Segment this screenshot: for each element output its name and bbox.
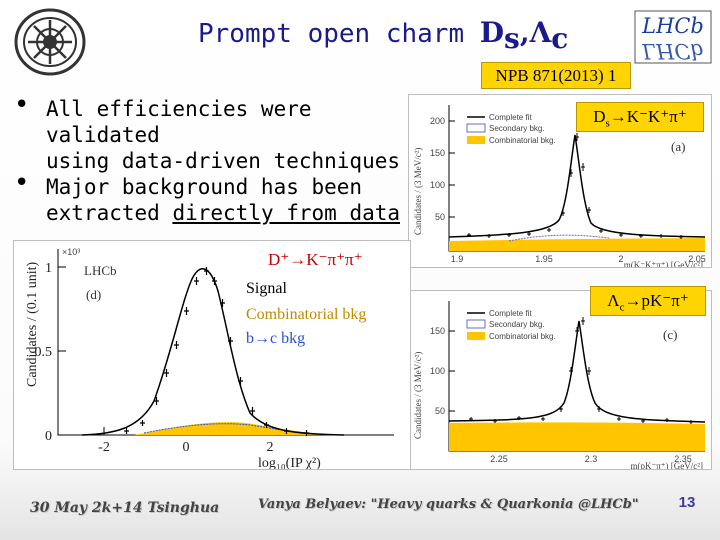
page-title: Prompt open charm Ds,Λc — [198, 16, 568, 60]
x-axis-label: log₁₀(IP χ²) — [258, 456, 321, 470]
legend-complete-fit: Complete fit — [489, 113, 532, 122]
y-tick-label: 150 — [430, 326, 445, 336]
bullet-item: • Major background has been extracted di… — [6, 170, 406, 226]
lhcb-logo-icon: LHCb LHCb — [634, 10, 712, 64]
page-number: 13 — [678, 494, 696, 511]
data-points — [124, 267, 309, 436]
bullet-line-prefix: extracted — [46, 201, 173, 225]
combinatorial-bkg-area — [449, 238, 705, 251]
y-tick-label: 1 — [45, 261, 52, 276]
decay-rest: →K⁻K⁺π⁺ — [609, 107, 687, 126]
plot-legend: Complete fit Secondary bkg. Combinatoria… — [466, 113, 556, 145]
y-exponent: ×10³ — [62, 247, 80, 257]
legend-secondary: Secondary bkg. — [489, 320, 545, 329]
secondary-bkg-curve — [508, 234, 610, 242]
y-tick-label: 50 — [435, 406, 445, 416]
bullet-line: Major background has been — [46, 175, 363, 199]
legend-b-to-c: b→c bkg — [246, 330, 306, 347]
legend-complete-fit: Complete fit — [489, 309, 532, 318]
x-axis-label: m(K⁻K⁺π⁺) [GeV/c²] — [624, 260, 703, 268]
y-tick-label: 0.5 — [35, 345, 53, 360]
x-tick-label: 2.35 — [674, 454, 692, 464]
institute-seal-icon — [12, 6, 88, 78]
ip-chi2-plot: 1 0.5 0 -2 0 2 ×10³ Candidates / (0.1 un… — [13, 240, 411, 470]
legend-secondary: Secondary bkg. — [489, 124, 545, 133]
plot-legend: Complete fit Secondary bkg. Combinatoria… — [466, 309, 556, 341]
lhcb-logo-mirror: LHCb — [641, 39, 704, 63]
title-lc: Λ — [529, 16, 552, 49]
y-ticks: 150 100 50 — [430, 326, 455, 416]
y-tick-label: 0 — [45, 429, 52, 444]
y-ticks: 1 0.5 0 — [35, 261, 66, 444]
y-axis-label: Candidates / (0.1 unit) — [25, 261, 40, 387]
y-tick-label: 50 — [435, 212, 445, 222]
complete-fit-curve — [448, 320, 706, 423]
decay-badge-ds: Ds→K⁻K⁺π⁺ — [576, 102, 704, 132]
bullet-list: • All efficiencies were validated using … — [6, 92, 406, 238]
y-axis-label: Candidates / (3 MeV/c²) — [413, 148, 423, 235]
decay-label-dplus: D⁺→K⁻π⁺π⁺ — [268, 250, 363, 269]
y-tick-label: 100 — [430, 366, 445, 376]
decay-sub: c — [619, 301, 625, 314]
bullet-line: using data-driven techniques — [46, 149, 401, 173]
x-tick-label: 2 — [267, 440, 274, 455]
y-ticks: 200 150 100 50 — [430, 116, 455, 222]
x-tick-label: 1.95 — [535, 254, 553, 264]
panel-tag: (c) — [663, 327, 677, 342]
y-tick-label: 200 — [430, 116, 445, 126]
bullet-line-underlined: directly from data — [172, 201, 401, 225]
x-tick-label: 2.25 — [490, 454, 508, 464]
legend-signal: Signal — [246, 280, 287, 297]
y-tick-label: 100 — [430, 180, 445, 190]
reference-badge: NPB 871(2013) 1 — [481, 62, 631, 89]
title-lc-sub: c — [551, 22, 569, 56]
legend-combinatorial: Combinatorial bkg. — [489, 136, 556, 145]
decay-rest: →pK⁻π⁺ — [624, 291, 689, 310]
data-points — [469, 317, 693, 424]
x-tick-label: 2 — [618, 254, 623, 264]
combinatorial-bkg-area — [449, 422, 705, 451]
footer-date: 30 May 2k+14 Tsinghua — [30, 500, 220, 516]
panel-tag: (a) — [671, 139, 685, 154]
bullet-line: extracted directly from data — [46, 200, 406, 226]
data-points — [467, 133, 683, 239]
y-axis-label: Candidates / (3 MeV/c²) — [413, 352, 423, 439]
title-sep: , — [519, 16, 530, 49]
bullet-dot-icon: • — [14, 90, 30, 120]
d-plot-legend: D⁺→K⁻π⁺π⁺ Signal Combinatorial bkg b→c b… — [246, 250, 408, 366]
panel-tag: (d) — [86, 287, 101, 302]
legend-combinatorial: Combinatorial bkg — [246, 306, 367, 323]
title-ds: D — [479, 16, 505, 49]
decay-sub: s — [605, 117, 610, 130]
bullet-line: All efficiencies were validated — [46, 97, 312, 147]
experiment-label: LHCb — [84, 263, 117, 278]
x-tick-label: 1.9 — [451, 254, 464, 264]
x-axis-label: m(pK⁻π⁺) [GeV/c²] — [631, 461, 703, 470]
y-tick-label: 150 — [430, 148, 445, 158]
complete-fit-curve — [448, 134, 706, 238]
decay-badge-lc: Λc→pK⁻π⁺ — [590, 286, 706, 316]
x-tick-label: 0 — [183, 440, 190, 455]
bullet-dot-icon: • — [14, 168, 30, 198]
decay-main: D — [593, 107, 606, 126]
footer-talk-title: Vanya Belyaev: "Heavy quarks & Quarkonia… — [258, 497, 639, 512]
lhcb-logo-text: LHCb — [641, 14, 704, 38]
title-ds-sub: s — [504, 22, 520, 56]
x-tick-label: 2.3 — [585, 454, 598, 464]
title-prefix: Prompt open charm — [198, 19, 480, 49]
legend-combinatorial: Combinatorial bkg. — [489, 332, 556, 341]
decay-main: Λ — [607, 291, 620, 310]
x-tick-label: 2.05 — [688, 254, 706, 264]
bullet-item: • All efficiencies were validated using … — [6, 92, 406, 174]
x-tick-label: -2 — [98, 440, 110, 455]
mass-plot-lc: 150 100 50 2.25 2.3 2.35 Candidates / (3… — [408, 290, 712, 470]
